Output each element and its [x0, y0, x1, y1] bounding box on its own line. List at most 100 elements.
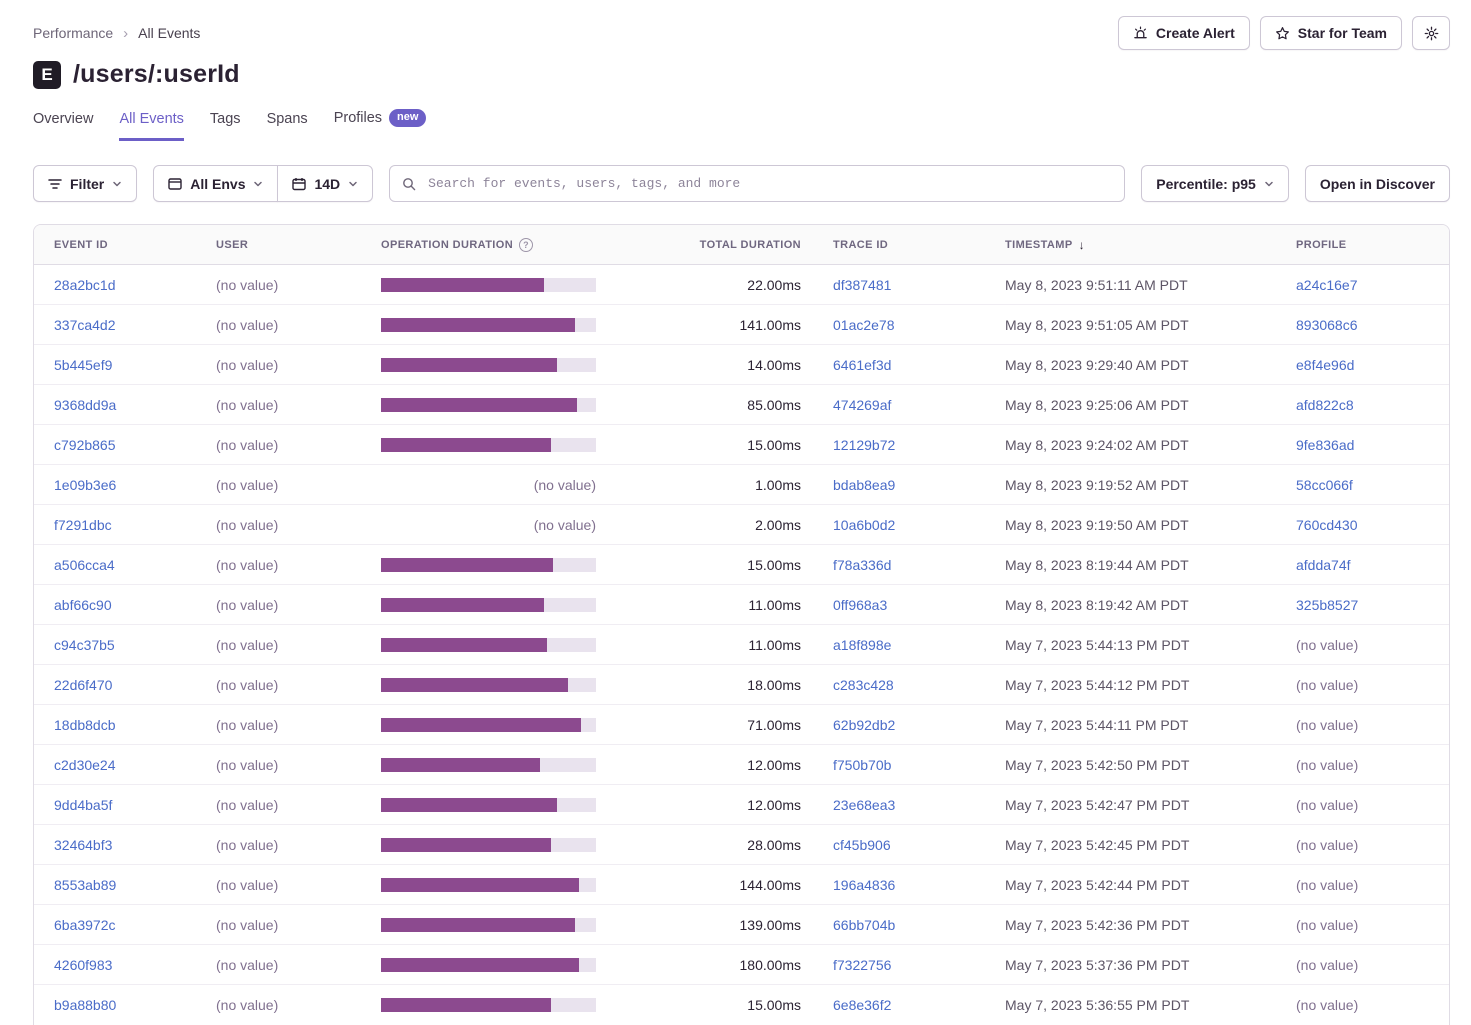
timestamp-cell: May 8, 2023 8:19:44 AM PDT [1005, 556, 1189, 573]
profile-link[interactable]: a24c16e7 [1296, 276, 1358, 293]
trace-id-link[interactable]: 6e8e36f2 [833, 997, 892, 1013]
event-id-link[interactable]: 32464bf3 [54, 836, 113, 853]
search-input[interactable] [389, 165, 1126, 202]
total-duration-cell: 28.00ms [747, 836, 801, 853]
breadcrumb-performance[interactable]: Performance [33, 25, 114, 41]
total-duration-cell: 14.00ms [747, 356, 801, 373]
profile-cell: (no value) [1296, 676, 1359, 693]
create-alert-button[interactable]: Create Alert [1117, 16, 1250, 50]
profile-link[interactable]: 58cc066f [1296, 476, 1353, 493]
profile-link[interactable]: afdda74f [1296, 556, 1351, 573]
trace-id-link[interactable]: f78a336d [833, 556, 892, 573]
column-header-timestamp[interactable]: TIMESTAMP ↓ [1005, 238, 1296, 252]
event-id-link[interactable]: 8553ab89 [54, 876, 117, 893]
filter-button[interactable]: Filter [33, 165, 138, 202]
column-header-trace-id[interactable]: TRACE ID [801, 239, 1005, 251]
tab-spans[interactable]: Spans [267, 111, 308, 141]
profile-cell: (no value) [1296, 876, 1359, 893]
percentile-selector[interactable]: Percentile: p95 [1141, 165, 1289, 202]
event-id-link[interactable]: 28a2bc1d [54, 276, 116, 293]
operation-duration-bar [381, 357, 596, 372]
star-for-team-label: Star for Team [1297, 25, 1387, 41]
column-header-operation-duration[interactable]: OPERATION DURATION ? [381, 237, 661, 252]
event-id-link[interactable]: f7291dbc [54, 516, 112, 533]
top-bar: Performance › All Events Create Alert St… [33, 16, 1450, 50]
operation-duration-bar [381, 677, 596, 692]
trace-id-link[interactable]: 01ac2e78 [833, 316, 895, 333]
trace-id-link[interactable]: cf45b906 [833, 836, 891, 853]
profile-cell: (no value) [1296, 796, 1359, 813]
event-id-link[interactable]: 22d6f470 [54, 676, 113, 693]
event-id-link[interactable]: c792b865 [54, 436, 116, 453]
table-row: c2d30e24 (no value) 12.00ms f750b70b May… [34, 745, 1449, 785]
event-id-link[interactable]: 18db8dcb [54, 716, 116, 733]
operation-duration-bar-fill [381, 998, 551, 1012]
trace-id-link[interactable]: a18f898e [833, 636, 892, 653]
user-cell: (no value) [216, 436, 279, 453]
total-duration-cell: 139.00ms [739, 916, 801, 933]
operation-duration-bar [381, 717, 596, 732]
profile-link[interactable]: 760cd430 [1296, 516, 1358, 533]
column-header-user[interactable]: USER [216, 239, 381, 251]
trace-id-link[interactable]: 10a6b0d2 [833, 516, 896, 533]
open-in-discover-button[interactable]: Open in Discover [1304, 165, 1450, 202]
event-id-link[interactable]: abf66c90 [54, 596, 112, 613]
event-id-link[interactable]: b9a88b80 [54, 997, 117, 1013]
trace-id-link[interactable]: 66bb704b [833, 916, 896, 933]
settings-button[interactable] [1412, 16, 1450, 50]
event-id-link[interactable]: 5b445ef9 [54, 356, 113, 373]
column-header-event-id[interactable]: EVENT ID [54, 239, 216, 251]
environment-selector[interactable]: All Envs [153, 165, 279, 202]
tab-overview[interactable]: Overview [33, 111, 93, 141]
event-id-link[interactable]: 337ca4d2 [54, 316, 116, 333]
trace-id-link[interactable]: f7322756 [833, 956, 892, 973]
event-id-link[interactable]: 9dd4ba5f [54, 796, 113, 813]
tab-new-badge: new [389, 109, 427, 127]
breadcrumb-all-events[interactable]: All Events [138, 25, 201, 41]
event-id-link[interactable]: a506cca4 [54, 556, 115, 573]
table-row: b9a88b80 (no value) 15.00ms 6e8e36f2 May… [34, 985, 1449, 1025]
trace-id-link[interactable]: df387481 [833, 276, 892, 293]
table-row: 22d6f470 (no value) 18.00ms c283c428 May… [34, 665, 1449, 705]
date-range-selector[interactable]: 14D [277, 165, 374, 202]
profile-link[interactable]: 893068c6 [1296, 316, 1358, 333]
header-actions: Create Alert Star for Team [1117, 16, 1450, 50]
gear-icon [1424, 26, 1439, 41]
total-duration-cell: 22.00ms [747, 276, 801, 293]
user-cell: (no value) [216, 316, 279, 333]
trace-id-link[interactable]: f750b70b [833, 756, 892, 773]
trace-id-link[interactable]: 474269af [833, 396, 892, 413]
column-label: EVENT ID [54, 238, 108, 251]
event-id-link[interactable]: 9368dd9a [54, 396, 117, 413]
tab-profiles[interactable]: Profiles new [334, 109, 427, 141]
column-header-total-duration[interactable]: TOTAL DURATION [661, 239, 801, 251]
column-header-profile[interactable]: PROFILE [1296, 239, 1429, 251]
star-for-team-button[interactable]: Star for Team [1259, 16, 1402, 50]
trace-id-link[interactable]: 23e68ea3 [833, 796, 896, 813]
operation-duration-bar [381, 397, 596, 412]
trace-id-link[interactable]: 6461ef3d [833, 356, 892, 373]
event-id-link[interactable]: 6ba3972c [54, 916, 116, 933]
trace-id-link[interactable]: 196a4836 [833, 876, 896, 893]
total-duration-cell: 18.00ms [747, 676, 801, 693]
profile-link[interactable]: 9fe836ad [1296, 436, 1355, 453]
profile-link[interactable]: afd822c8 [1296, 396, 1354, 413]
profile-link[interactable]: 325b8527 [1296, 596, 1359, 613]
event-id-link[interactable]: c2d30e24 [54, 756, 116, 773]
trace-id-link[interactable]: 62b92db2 [833, 716, 896, 733]
operation-duration-bar [381, 637, 596, 652]
trace-id-link[interactable]: 0ff968a3 [833, 596, 888, 613]
event-id-link[interactable]: c94c37b5 [54, 636, 115, 653]
search-icon [402, 177, 416, 191]
tab-all-events[interactable]: All Events [119, 111, 184, 141]
profile-link[interactable]: e8f4e96d [1296, 356, 1355, 373]
event-id-link[interactable]: 4260f983 [54, 956, 113, 973]
trace-id-link[interactable]: bdab8ea9 [833, 476, 896, 493]
trace-id-link[interactable]: 12129b72 [833, 436, 896, 453]
user-cell: (no value) [216, 876, 279, 893]
operation-duration-bar-fill [381, 917, 575, 932]
event-id-link[interactable]: 1e09b3e6 [54, 476, 117, 493]
trace-id-link[interactable]: c283c428 [833, 676, 894, 693]
tab-tags[interactable]: Tags [210, 111, 241, 141]
operation-duration-bar-fill [381, 957, 579, 972]
